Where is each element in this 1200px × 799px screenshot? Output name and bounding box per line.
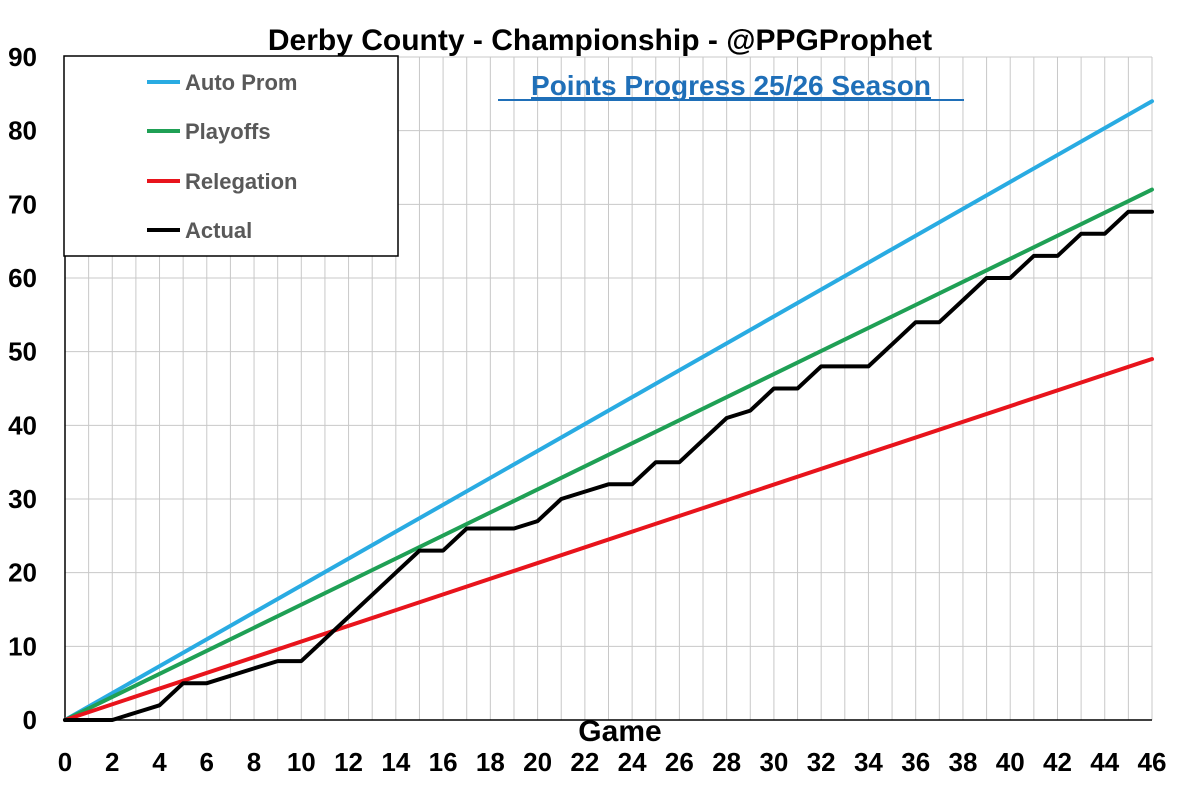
- chart-subtitle: Points Progress 25/26 Season: [531, 70, 931, 101]
- x-tick-label: 14: [381, 747, 410, 777]
- y-tick-label: 80: [8, 116, 37, 146]
- y-tick-label: 10: [8, 631, 37, 661]
- series-line-playoffs: [63, 187, 1154, 722]
- y-tick-label: 0: [23, 705, 37, 735]
- x-tick-label: 30: [759, 747, 788, 777]
- legend-box: [63, 55, 399, 257]
- y-tick-label: 50: [8, 337, 37, 367]
- x-tick-label: 16: [429, 747, 458, 777]
- legend-label-playoffs: Playoffs: [185, 119, 271, 144]
- x-tick-label: 26: [665, 747, 694, 777]
- x-tick-label: 46: [1138, 747, 1167, 777]
- x-axis-label: Game: [578, 715, 661, 748]
- x-tick-label: 28: [712, 747, 741, 777]
- x-tick-label: 6: [200, 747, 214, 777]
- x-tick-label: 0: [58, 747, 72, 777]
- x-tick-label: 32: [807, 747, 836, 777]
- y-tick-label: 40: [8, 410, 37, 440]
- x-tick-label: 36: [901, 747, 930, 777]
- x-tick-label: 10: [287, 747, 316, 777]
- x-tick-label: 44: [1090, 747, 1119, 777]
- x-tick-label: 38: [948, 747, 977, 777]
- x-tick-label: 4: [152, 747, 167, 777]
- x-tick-label: 22: [570, 747, 599, 777]
- y-tick-label: 90: [8, 42, 37, 72]
- y-tick-label: 60: [8, 263, 37, 293]
- x-tick-label: 42: [1043, 747, 1072, 777]
- x-tick-label: 18: [476, 747, 505, 777]
- legend: Auto Prom Playoffs Relegation Actual: [63, 55, 399, 257]
- x-tick-label: 40: [996, 747, 1025, 777]
- x-tick-label: 20: [523, 747, 552, 777]
- legend-label-relegation: Relegation: [185, 169, 297, 194]
- series-line-actual: [63, 209, 1154, 722]
- chart-title: Derby County - Championship - @PPGProphe…: [268, 24, 932, 57]
- legend-label-actual: Actual: [185, 218, 252, 243]
- series-line-auto-prom: [63, 99, 1154, 722]
- x-tick-label: 2: [105, 747, 119, 777]
- legend-label-auto-prom: Auto Prom: [185, 70, 297, 95]
- x-tick-label: 12: [334, 747, 363, 777]
- series-line-relegation: [63, 357, 1154, 722]
- y-tick-label: 30: [8, 484, 37, 514]
- x-tick-label: 24: [618, 747, 647, 777]
- y-tick-label: 20: [8, 558, 37, 588]
- x-tick-label: 34: [854, 747, 883, 777]
- series-lines: [63, 99, 1154, 722]
- y-tick-label: 70: [8, 189, 37, 219]
- x-tick-label: 8: [247, 747, 261, 777]
